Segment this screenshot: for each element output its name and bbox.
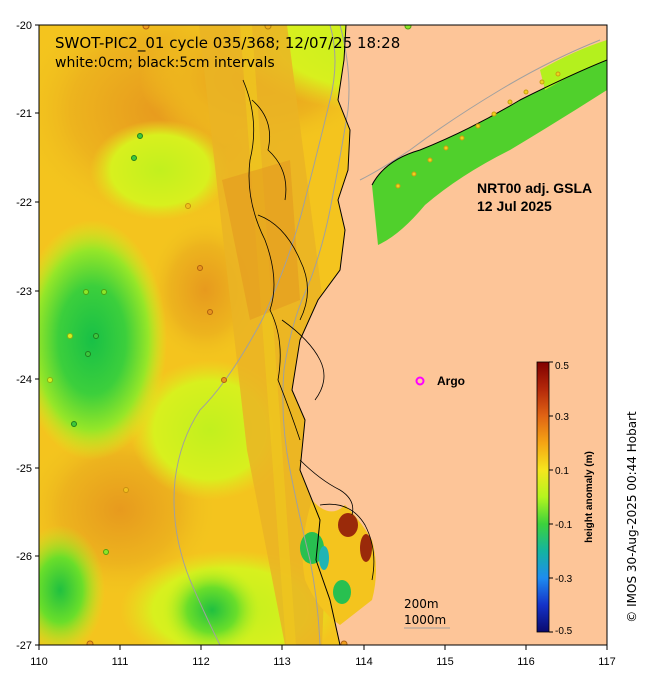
contour-line [242,79,301,441]
colorbar-tick-label: -0.5 [555,626,573,637]
contour-line [251,99,287,201]
coastline-north [371,59,607,186]
x-tick-label: 116 [517,656,535,668]
obs-dot [207,309,213,315]
contour-line [281,319,325,401]
swath-high-patch [222,160,300,320]
obs-dot [103,549,109,555]
track-dot [395,183,401,189]
credit-text: © IMOS 30-Aug-2025 00:44 Hobart [625,411,639,623]
bathymetry-shelf-north [359,39,601,181]
obs-dot [123,487,129,493]
y-axis: -20 -21 -22 -23 -24 -25 -26 -27 [16,20,39,652]
plot-frame [38,24,608,646]
bathymetry-1000m [173,25,336,645]
x-tick-label: 113 [273,656,291,668]
y-tick-label: -27 [16,640,32,652]
observation-dots [47,25,412,645]
anomaly-mid-w [90,120,230,220]
track-dot [539,79,545,85]
shark-bay-water [302,500,376,625]
map-title: SWOT-PIC2_01 cycle 035/368; 12/07/25 18:… [55,34,400,53]
obs-dot [264,25,272,30]
depth-legend-1000m: 1000m [404,613,446,627]
obs-dot [47,377,53,383]
obs-dot [85,351,91,357]
track-dot [475,123,481,129]
obs-dot [93,333,99,339]
x-tick-label: 110 [30,656,48,668]
product-date: 12 Jul 2025 [477,198,552,214]
north-west-shelf-edge [540,40,607,90]
y-tick-label: -23 [16,286,32,298]
obs-dot [131,155,137,161]
obs-dot [137,133,143,139]
altimeter-track-dots [395,71,561,189]
colorbar-tick-label: -0.1 [555,520,573,531]
obs-dot [71,421,77,427]
argo-marker [415,376,425,386]
contour-line [299,459,354,516]
depth-legend-200m: 200m [404,597,439,611]
x-tick-label: 111 [112,656,129,668]
x-tick-label: 112 [192,656,210,668]
anomaly-low-s [162,565,262,645]
shark-bay-high-2 [360,534,372,562]
colorbar-title: height anomaly (m) [584,451,595,543]
y-tick-label: -25 [16,463,32,475]
shark-bay-low-2 [319,546,329,570]
colorbar: 0.5 0.3 0.1 -0.1 -0.3 -0.5 height anomal… [536,361,595,637]
track-dot [427,157,433,163]
shark-bay-low-3 [333,580,351,604]
y-tick-label: -24 [16,374,32,386]
map-subtitle: white:0cm; black:5cm intervals [55,55,275,71]
colorbar-tick-label: 0.5 [555,361,569,372]
obs-dot [197,265,203,271]
track-dot [411,171,417,177]
track-dot [555,71,561,77]
x-tick-label: 117 [598,656,616,668]
map-plot-area [39,25,607,645]
contour-line [257,214,308,321]
y-tick-label: -21 [16,108,32,120]
obs-dot [142,25,150,30]
shark-bay-high-1 [338,513,358,537]
obs-dot [86,640,94,645]
coastline-west [291,25,351,645]
track-dot [443,145,449,151]
argo-label: Argo [437,374,465,388]
colorbar-tick-label: 0.3 [555,412,569,423]
north-west-shelf-anomaly [372,60,607,245]
obs-dot [340,640,348,645]
anomaly-low-sw [39,525,105,645]
obs-dot [185,203,191,209]
x-tick-label: 114 [355,656,373,668]
obs-dot [83,289,89,295]
y-tick-label: -22 [16,197,32,209]
colorbar-tick-label: -0.3 [555,574,573,585]
x-tick-label: 115 [436,656,454,668]
colorbar-tick-label: 0.1 [555,466,569,477]
obs-dot [67,333,73,339]
colorbar-ramp [536,361,550,633]
track-dot [507,99,513,105]
track-dot [459,135,465,141]
y-tick-label: -26 [16,551,32,563]
contour-lines [242,79,375,581]
y-tick-label: -20 [16,20,32,32]
australia-land [292,25,607,645]
obs-dot [404,25,412,30]
track-dot [523,89,529,95]
x-axis: 110 111 112 113 114 115 116 117 [30,645,616,668]
product-name: NRT00 adj. GSLA [477,180,592,196]
track-dot [491,111,497,117]
contour-line [319,503,375,581]
obs-dot [101,289,107,295]
obs-dot [221,377,227,383]
anomaly-low-west [39,220,167,460]
